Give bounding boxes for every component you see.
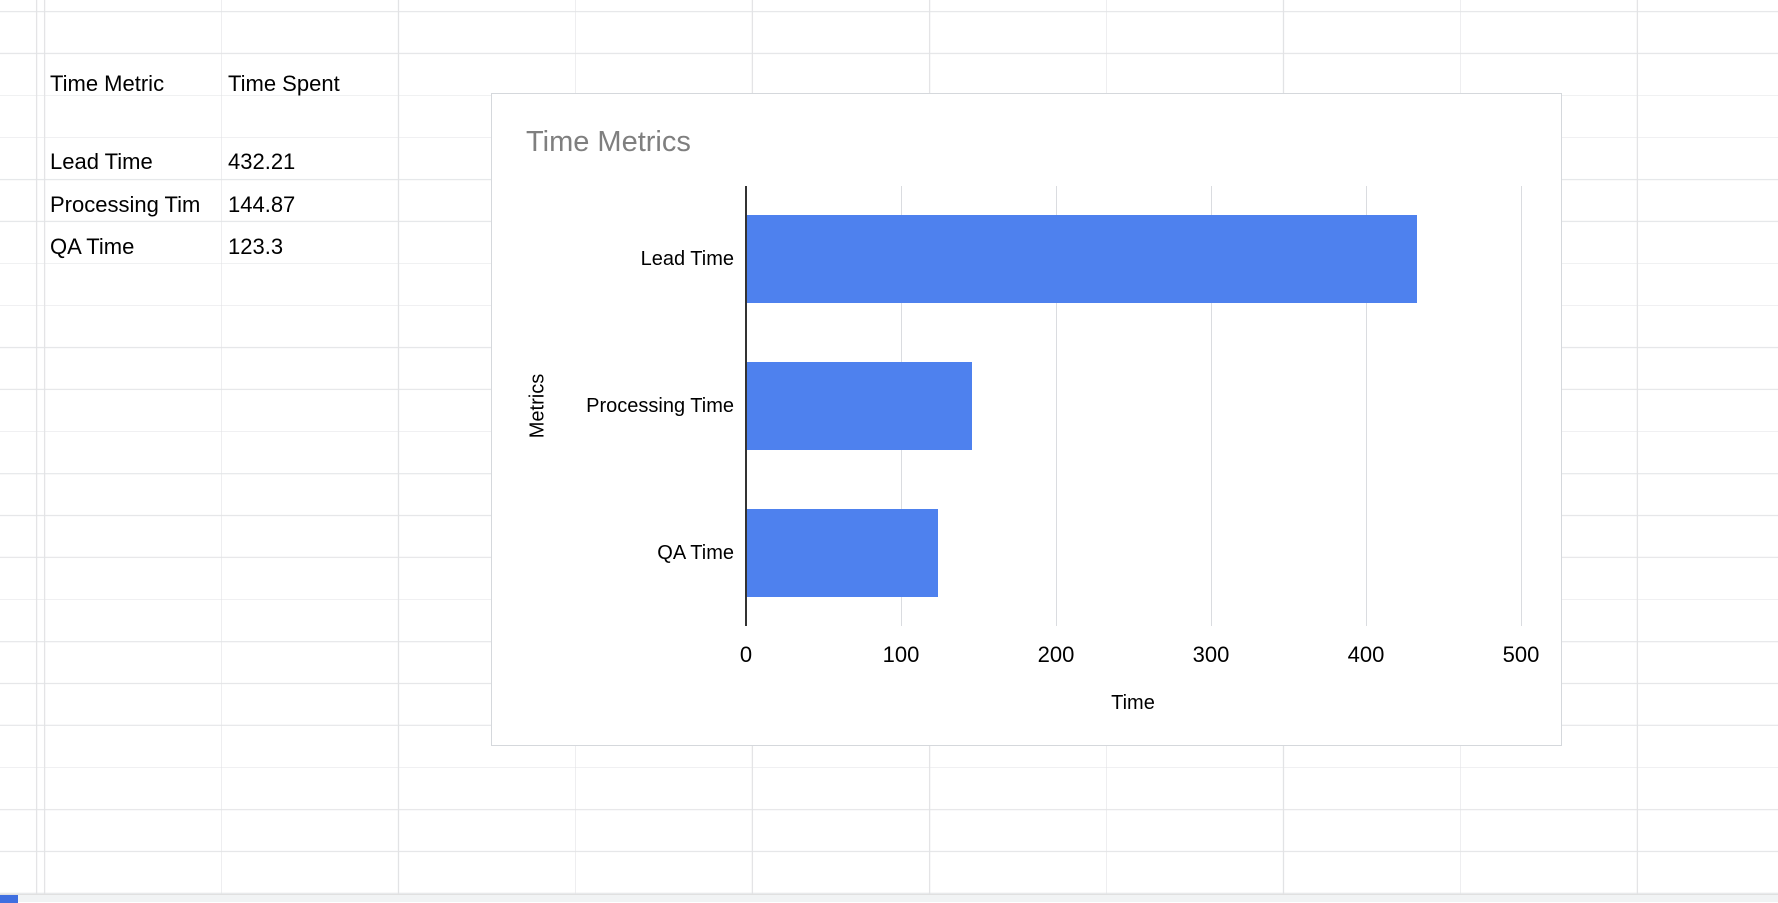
x-tick-label: 400 <box>1321 642 1411 668</box>
cell-metric-lead[interactable]: Lead Time <box>50 148 222 176</box>
x-tick-label: 500 <box>1476 642 1566 668</box>
x-tick-label: 200 <box>1011 642 1101 668</box>
x-tick-label: 300 <box>1166 642 1256 668</box>
y-axis-title: Metrics <box>527 374 550 438</box>
chart-bar[interactable] <box>747 362 972 450</box>
chart-gridline <box>1521 186 1522 626</box>
category-label: Lead Time <box>492 246 734 272</box>
cell-header-spent[interactable]: Time Spent <box>228 70 398 98</box>
x-tick-label: 0 <box>701 642 791 668</box>
category-label: QA Time <box>492 540 734 566</box>
cell-value-processing[interactable]: 144.87 <box>228 191 398 219</box>
cell-value-qa[interactable]: 123.3 <box>228 233 398 261</box>
cell-metric-processing[interactable]: Processing Tim <box>50 191 222 219</box>
cell-metric-qa[interactable]: QA Time <box>50 233 222 261</box>
cell-value-lead[interactable]: 432.21 <box>228 148 398 176</box>
bottom-bar <box>0 894 1778 902</box>
x-tick-label: 100 <box>856 642 946 668</box>
cell-header-metric[interactable]: Time Metric <box>50 70 222 98</box>
chart-bar[interactable] <box>747 215 1417 303</box>
x-axis-title: Time <box>1033 692 1233 715</box>
chart-bar[interactable] <box>747 509 938 597</box>
